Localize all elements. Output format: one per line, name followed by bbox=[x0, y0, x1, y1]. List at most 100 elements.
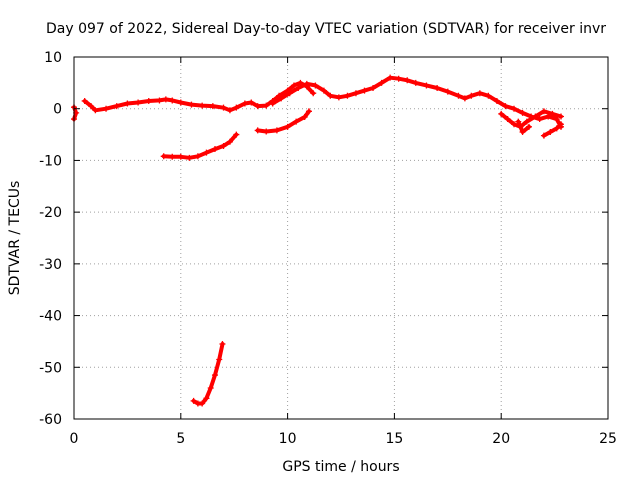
data-point bbox=[211, 372, 218, 379]
data-point bbox=[532, 113, 539, 120]
data-point bbox=[301, 113, 308, 120]
series-track-9 bbox=[190, 341, 226, 407]
data-point bbox=[273, 127, 280, 134]
data-point bbox=[468, 92, 475, 99]
data-point bbox=[162, 96, 169, 103]
data-point bbox=[485, 92, 492, 99]
data-point bbox=[519, 128, 526, 135]
y-tick-label: -30 bbox=[39, 257, 62, 273]
data-point bbox=[186, 154, 193, 161]
data-point bbox=[241, 100, 248, 107]
data-point bbox=[558, 121, 565, 128]
y-tick-label: 0 bbox=[53, 102, 62, 118]
y-tick-label: 10 bbox=[44, 50, 62, 66]
series-track-5 bbox=[515, 118, 532, 135]
data-point bbox=[203, 395, 210, 402]
data-point bbox=[511, 121, 518, 128]
series-line bbox=[191, 342, 225, 406]
data-point bbox=[113, 103, 120, 110]
data-point bbox=[88, 103, 95, 110]
data-point bbox=[293, 118, 300, 125]
series-layer bbox=[71, 74, 565, 407]
data-point bbox=[558, 113, 565, 120]
data-point bbox=[547, 128, 554, 135]
data-point bbox=[211, 146, 218, 153]
x-tick-label: 0 bbox=[70, 431, 79, 447]
data-point bbox=[540, 132, 547, 139]
data-point bbox=[295, 85, 302, 92]
y-tick-label: -10 bbox=[39, 153, 62, 169]
y-axis-label: SDTVAR / TECUs bbox=[7, 181, 23, 296]
data-point bbox=[145, 97, 152, 104]
data-point bbox=[219, 341, 226, 348]
data-point bbox=[226, 138, 233, 145]
data-point bbox=[135, 99, 142, 106]
data-point bbox=[536, 116, 543, 123]
data-point bbox=[284, 123, 291, 130]
data-point bbox=[320, 87, 327, 94]
data-point bbox=[378, 79, 385, 86]
series-line bbox=[255, 109, 311, 134]
x-axis-label: GPS time / hours bbox=[282, 459, 399, 475]
data-point bbox=[103, 105, 110, 112]
data-point bbox=[540, 108, 547, 115]
data-point bbox=[199, 102, 206, 109]
data-point bbox=[395, 75, 402, 82]
x-tick-label: 20 bbox=[492, 431, 510, 447]
data-point bbox=[335, 94, 342, 101]
data-point bbox=[352, 90, 359, 97]
data-point bbox=[434, 85, 441, 92]
data-point bbox=[263, 102, 270, 109]
data-point bbox=[81, 97, 88, 104]
series-line bbox=[161, 132, 239, 160]
data-point bbox=[177, 153, 184, 160]
data-point bbox=[216, 356, 223, 363]
data-point bbox=[124, 100, 131, 107]
y-tick-label: -40 bbox=[39, 309, 62, 325]
data-point bbox=[169, 153, 176, 160]
data-point bbox=[519, 109, 526, 116]
chart-title: Day 097 of 2022, Sidereal Day-to-day VTE… bbox=[46, 21, 606, 37]
data-point bbox=[387, 74, 394, 81]
x-tick-label: 25 bbox=[599, 431, 617, 447]
series-track-1 bbox=[71, 104, 80, 123]
x-tick-label: 5 bbox=[176, 431, 185, 447]
y-tick-label: -20 bbox=[39, 205, 62, 221]
data-point bbox=[312, 82, 319, 89]
data-point bbox=[269, 100, 276, 107]
data-point bbox=[444, 88, 451, 95]
data-point bbox=[310, 90, 317, 97]
data-point bbox=[327, 92, 334, 99]
data-point bbox=[504, 116, 511, 123]
data-point bbox=[220, 104, 227, 111]
data-point bbox=[493, 97, 500, 104]
data-point bbox=[305, 108, 312, 115]
plot-frame bbox=[73, 56, 609, 420]
series-track-7 bbox=[160, 131, 240, 161]
data-point bbox=[209, 103, 216, 110]
data-point bbox=[169, 97, 176, 104]
data-point bbox=[344, 92, 351, 99]
data-point bbox=[549, 110, 556, 117]
data-point bbox=[263, 128, 270, 135]
y-tick-label: -50 bbox=[39, 360, 62, 376]
data-point bbox=[220, 142, 227, 149]
data-point bbox=[207, 384, 214, 391]
data-point bbox=[286, 90, 293, 97]
data-point bbox=[92, 107, 99, 114]
data-point bbox=[188, 101, 195, 108]
data-point bbox=[203, 149, 210, 156]
data-point bbox=[233, 131, 240, 138]
series-track-8 bbox=[254, 108, 312, 135]
data-point bbox=[455, 92, 462, 99]
data-point bbox=[476, 90, 483, 97]
data-point bbox=[515, 118, 522, 125]
data-point bbox=[226, 107, 233, 114]
x-tick-label: 15 bbox=[385, 431, 403, 447]
data-point bbox=[404, 77, 411, 84]
data-point bbox=[523, 118, 530, 125]
data-point bbox=[303, 80, 310, 87]
data-point bbox=[254, 103, 261, 110]
data-point bbox=[254, 127, 261, 134]
